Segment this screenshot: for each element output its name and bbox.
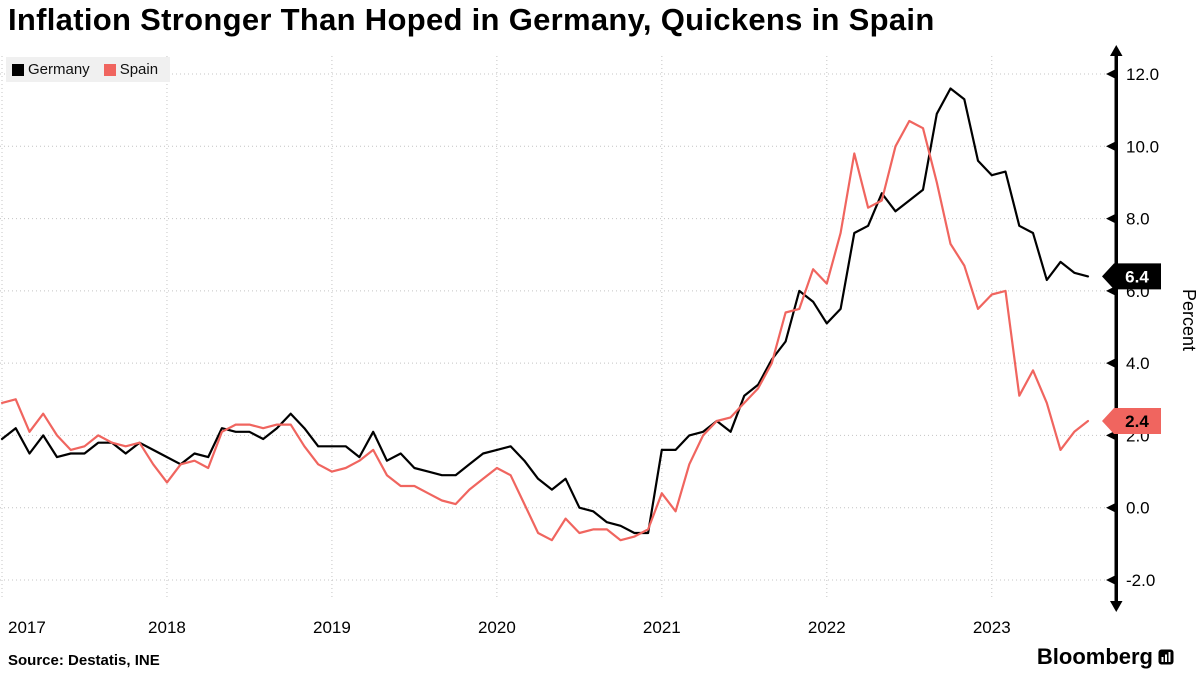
bloomberg-wordmark: Bloomberg [1036,644,1153,669]
y-tick-label: 10.0 [1126,137,1159,156]
x-tick-label: 2019 [313,618,351,637]
spain-line [0,119,1090,542]
x-tick-label: 2023 [973,618,1011,637]
spain-value-label: 2.4 [1125,412,1149,431]
chart-title: Inflation Stronger Than Hoped in Germany… [8,2,935,37]
y-tick-arrow-icon [1106,141,1116,152]
legend-item-spain: Spain [103,61,159,78]
x-tick-label: 2021 [643,618,681,637]
y-tick-label: 0.0 [1126,499,1150,518]
y-tick-label: 12.0 [1126,65,1159,84]
legend-item-germany: Germany [12,61,90,78]
germany-value-badge [1102,263,1161,290]
y-axis-top-arrow-icon [1110,45,1123,56]
x-tick-label: 2022 [808,618,846,637]
y-tick-arrow-icon [1106,69,1116,79]
y-tick-arrow-icon [1106,213,1116,224]
spain-value-badge [1102,407,1161,434]
germany-swatch-icon [12,63,24,76]
x-tick-label: 2017 [8,618,46,637]
source-note: Source: Destatis, INE [8,652,160,669]
y-tick-label: 4.0 [1126,354,1150,373]
legend-label-spain: Spain [119,61,159,78]
x-tick-label: 2018 [148,618,186,637]
y-axis-bottom-arrow-icon [1110,601,1123,612]
spain-swatch-icon [103,63,116,76]
bloomberg-bars-icon [1158,649,1174,665]
y-tick-label: -2.0 [1126,571,1155,590]
germany-value-label: 6.4 [1125,267,1149,286]
x-tick-label: 2020 [478,618,516,637]
y-axis-title: Percent [1179,289,1199,351]
legend-label-germany: Germany [28,61,90,78]
y-tick-label: 8.0 [1126,210,1150,229]
y-tick-arrow-icon [1106,575,1116,585]
y-axis-line [1114,52,1118,604]
y-tick-arrow-icon [1106,502,1116,513]
legend: Germany Spain [6,57,171,82]
y-tick-arrow-icon [1106,358,1116,369]
bloomberg-logo: Bloomberg [1037,644,1174,670]
germany-line [0,87,1090,535]
